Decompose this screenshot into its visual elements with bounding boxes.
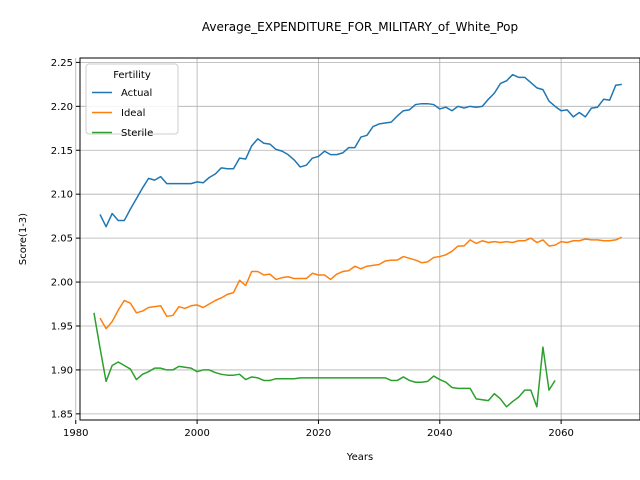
y-tick-label: 2.15	[51, 146, 73, 157]
grid-lines	[75, 58, 640, 420]
y-tick-label: 2.00	[51, 278, 73, 289]
x-axis-ticks: 1980 2000 2020 2040 2060	[63, 420, 574, 439]
x-tick-label: 2060	[548, 428, 573, 439]
series-lines	[93, 73, 623, 408]
legend-box	[85, 63, 179, 135]
legend-label-ideal: Ideal	[121, 108, 145, 119]
y-axis-ticks: 1.85 1.90 1.95 2.00 2.05 2.10 2.15 2.20 2.25	[51, 58, 80, 420]
y-tick-label: 1.85	[51, 409, 73, 420]
y-tick-label: 1.95	[51, 321, 73, 332]
y-tick-label: 2.25	[51, 58, 73, 69]
series-line-actual	[99, 73, 622, 228]
x-tick-label: 2040	[427, 428, 452, 439]
legend-label-sterile: Sterile	[121, 128, 153, 139]
legend-label-actual: Actual	[121, 88, 152, 99]
legend-title: Fertility	[113, 70, 151, 81]
legend: Fertility Actual Ideal Sterile	[85, 63, 179, 139]
x-axis-label: Years	[346, 452, 373, 463]
plot-frame	[79, 57, 640, 421]
chart-title: Average_EXPENDITURE_FOR_MILITARY_of_Whit…	[202, 20, 518, 34]
y-tick-label: 2.20	[51, 102, 73, 113]
x-tick-label: 2000	[184, 428, 209, 439]
x-tick-label: 1980	[63, 428, 88, 439]
y-tick-label: 1.90	[51, 365, 73, 376]
series-line-sterile	[93, 312, 556, 408]
y-axis-label: Score(1-3)	[18, 213, 29, 265]
x-tick-label: 2020	[306, 428, 331, 439]
series-line-ideal	[99, 236, 623, 330]
y-tick-label: 2.10	[51, 190, 73, 201]
y-tick-label: 2.05	[51, 234, 73, 245]
